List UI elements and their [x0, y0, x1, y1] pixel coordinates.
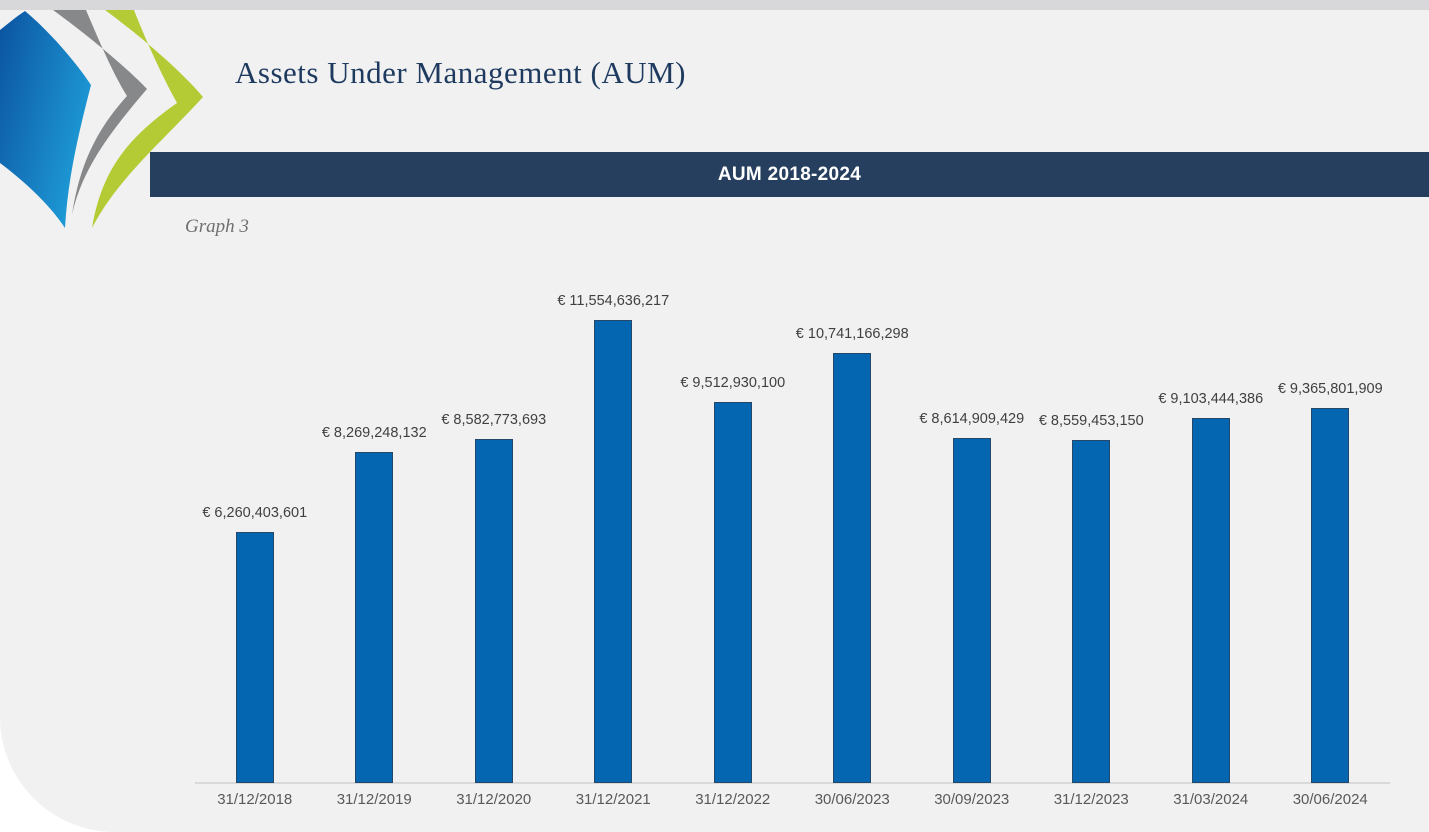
- x-axis-line: [195, 782, 1390, 784]
- x-axis-label: 31/12/2022: [695, 791, 771, 808]
- bar-value-label: € 9,512,930,100: [680, 375, 786, 391]
- graph-caption: Graph 3: [185, 216, 249, 237]
- bar: [474, 439, 513, 783]
- triple-chevron-leaf-logo-icon: [0, 10, 203, 228]
- bar: [713, 402, 752, 783]
- x-axis-label: 31/12/2019: [336, 791, 412, 808]
- bar-value-label: € 11,554,636,217: [557, 293, 670, 309]
- chart-banner: AUM 2018-2024: [150, 152, 1429, 197]
- x-axis-label: 31/12/2018: [217, 791, 293, 808]
- bar: [594, 320, 633, 783]
- top-strip: [0, 0, 1429, 10]
- bar: [833, 353, 872, 783]
- bar-value-label: € 8,614,909,429: [919, 411, 1025, 427]
- bar-value-label: € 9,103,444,386: [1158, 391, 1264, 407]
- bar: [1072, 440, 1111, 783]
- bar: [1311, 408, 1350, 783]
- bar-value-label: € 6,260,403,601: [202, 505, 308, 521]
- logo-green-chevron: [92, 10, 203, 228]
- page-title: Assets Under Management (AUM): [235, 55, 686, 90]
- bar: [235, 532, 274, 783]
- bar: [1191, 418, 1230, 783]
- bar-value-label: € 8,559,453,150: [1038, 413, 1144, 429]
- x-axis-label: 31/12/2021: [575, 791, 651, 808]
- bar-value-label: € 8,582,773,693: [441, 412, 547, 428]
- x-axis-label: 31/12/2020: [456, 791, 532, 808]
- x-axis-label: 30/06/2023: [814, 791, 890, 808]
- bar-value-label: € 9,365,801,909: [1277, 381, 1383, 397]
- bar: [355, 452, 394, 783]
- bar: [952, 438, 991, 783]
- bar-value-label: € 10,741,166,298: [795, 326, 909, 342]
- chart-banner-title: AUM 2018-2024: [717, 163, 862, 185]
- bar-value-label: € 8,269,248,132: [321, 425, 427, 441]
- x-axis-label: 31/12/2023: [1053, 791, 1129, 808]
- logo-blue-leaf: [0, 11, 91, 228]
- x-axis-label: 30/09/2023: [934, 791, 1010, 808]
- x-axis-label: 30/06/2024: [1292, 791, 1368, 808]
- x-axis-label: 31/03/2024: [1173, 791, 1249, 808]
